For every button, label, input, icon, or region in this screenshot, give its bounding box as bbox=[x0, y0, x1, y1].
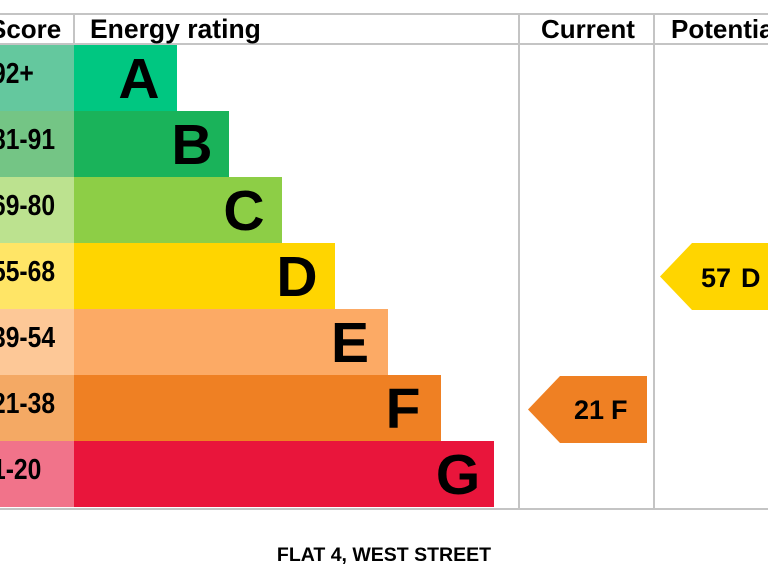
svg-text:21: 21 bbox=[574, 395, 604, 425]
svg-text:57: 57 bbox=[701, 263, 731, 293]
svg-text:F: F bbox=[611, 395, 628, 425]
svg-text:D: D bbox=[741, 263, 761, 293]
